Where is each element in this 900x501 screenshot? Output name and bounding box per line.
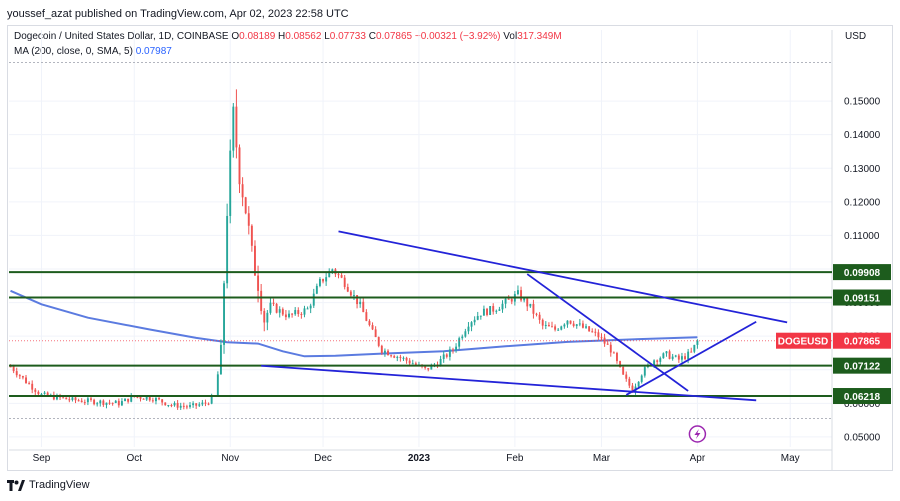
high-label: H xyxy=(278,31,286,42)
change-value: −0.00321 (−3.92%) xyxy=(414,31,501,42)
ma-label: MA (200, close, 0, SMA, 5) xyxy=(14,46,133,57)
close-value: 0.07865 xyxy=(375,31,413,42)
tradingview-logo-icon xyxy=(7,479,25,491)
footer: TradingView xyxy=(7,479,90,491)
publisher-text: youssef_azat published on TradingView.co… xyxy=(7,8,349,20)
chart-frame[interactable] xyxy=(7,25,893,471)
currency-label: USD xyxy=(845,31,867,42)
high-value: 0.08562 xyxy=(285,31,322,42)
symbol-name: Dogecoin / United States Dollar, 1D, COI… xyxy=(14,31,229,42)
ma-value: 0.07987 xyxy=(135,46,172,57)
brand-name: TradingView xyxy=(29,479,90,491)
ma-legend: MA (200, close, 0, SMA, 5) 0.07987 xyxy=(14,46,172,57)
open-value: 0.08189 xyxy=(239,31,276,42)
volume-value: 317.349M xyxy=(517,31,562,42)
low-value: 0.07733 xyxy=(329,31,366,42)
volume-label: Vol xyxy=(503,31,518,42)
low-label: L xyxy=(324,31,330,42)
symbol-legend: Dogecoin / United States Dollar, 1D, COI… xyxy=(14,31,562,42)
open-label: O xyxy=(231,31,240,42)
close-label: C xyxy=(368,31,376,42)
